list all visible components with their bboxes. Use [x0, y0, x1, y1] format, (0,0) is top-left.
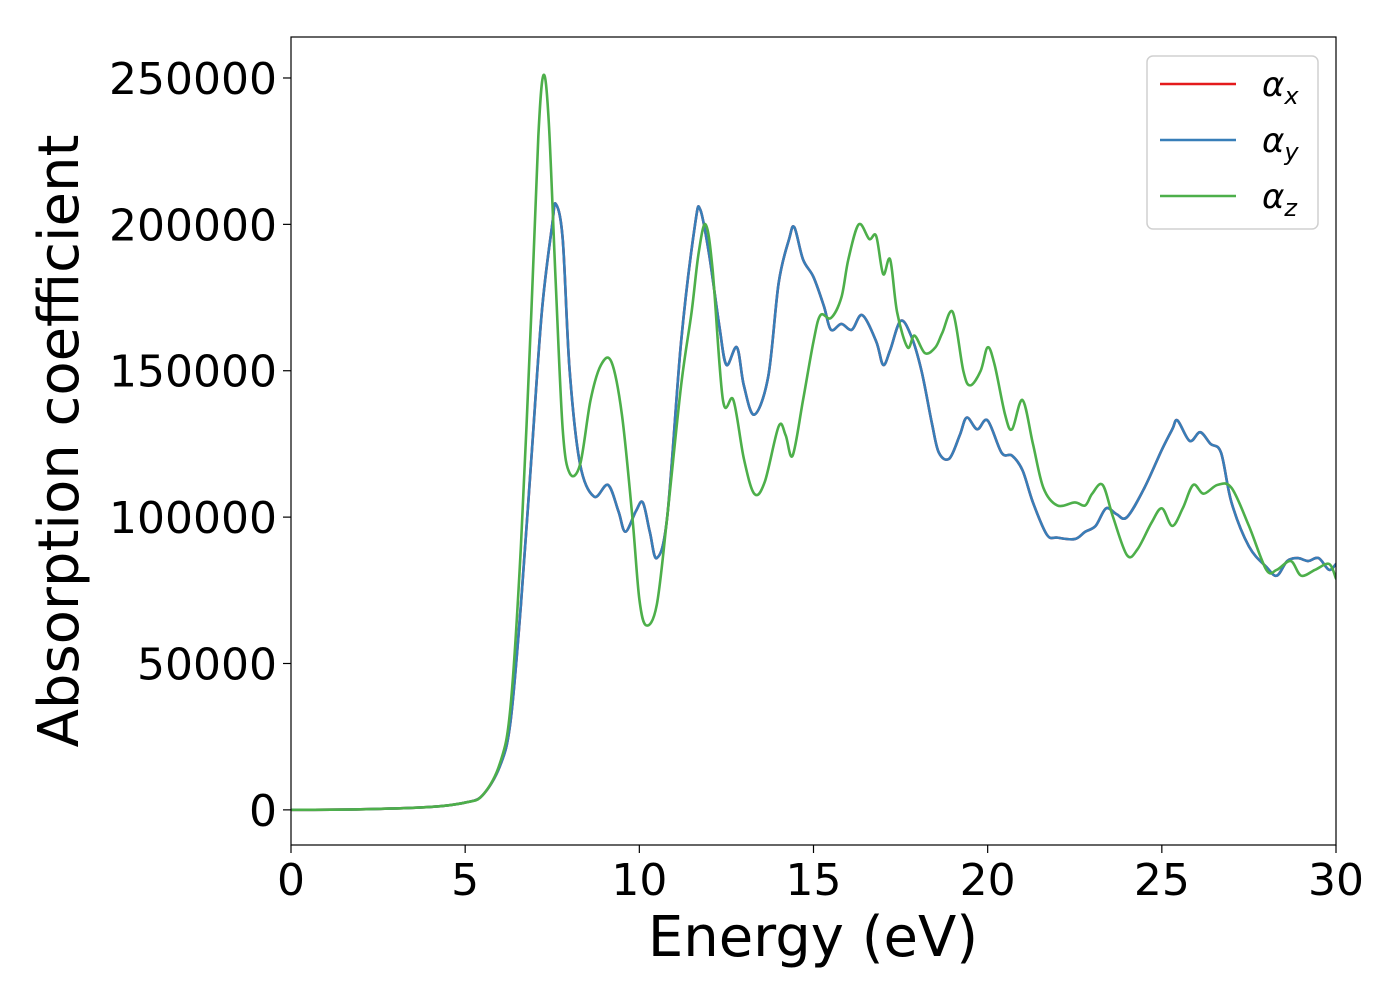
y-tick-label: 200000 — [109, 200, 277, 251]
y-tick-label: 0 — [249, 786, 277, 837]
legend-label-z: αz — [1262, 177, 1298, 222]
series-line-x — [291, 202, 1336, 812]
y-tick-label: 100000 — [109, 493, 277, 544]
series-line-y — [291, 202, 1336, 812]
series-layer — [291, 73, 1336, 812]
legend-label-y: αy — [1262, 121, 1299, 166]
y-tick-label: 50000 — [137, 639, 277, 690]
legend: αx αy αz — [1146, 55, 1319, 230]
y-tick-label: 150000 — [109, 347, 277, 398]
legend-label-x: αx — [1262, 65, 1299, 110]
y-axis-label: Absorption coefficient — [27, 135, 92, 748]
x-axis-label: Energy (eV) — [648, 905, 978, 970]
x-tick-label: 0 — [277, 855, 305, 906]
ticks-layer: 0 5 10 15 20 25 30 0 50000 100000 150000 200000 2500… — [109, 54, 1364, 906]
x-tick-label: 10 — [611, 855, 667, 906]
x-tick-label: 20 — [960, 855, 1016, 906]
legend-box — [1146, 55, 1319, 230]
x-tick-label: 15 — [786, 855, 842, 906]
x-tick-label: 30 — [1308, 855, 1364, 906]
y-tick-label: 250000 — [109, 54, 277, 105]
x-tick-label: 5 — [451, 855, 479, 906]
series-line-z — [291, 73, 1336, 812]
x-tick-label: 25 — [1134, 855, 1190, 906]
